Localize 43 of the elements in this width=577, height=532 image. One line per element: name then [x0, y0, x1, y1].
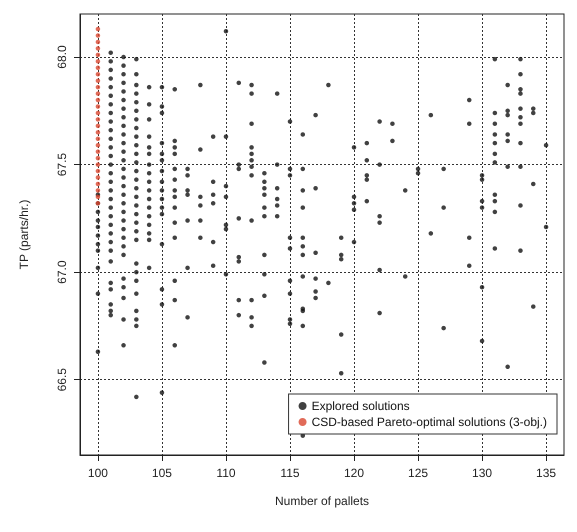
point [96, 175, 100, 180]
point [96, 52, 100, 58]
legend-label: Explored solutions [312, 399, 410, 413]
x-tick-label: 135 [536, 466, 556, 480]
point [96, 136, 100, 142]
point [96, 98, 100, 102]
x-tick-label: 100 [88, 466, 108, 480]
y-axis-title: TP (parts/hr.) [17, 200, 31, 270]
x-tick-label: 110 [216, 466, 236, 480]
x-tick-label: 105 [152, 466, 172, 480]
point [96, 182, 100, 186]
y-tick-label: 66.5 [55, 368, 69, 392]
point [96, 117, 100, 122]
point [96, 110, 100, 116]
point [96, 142, 100, 148]
point [96, 59, 100, 64]
point [96, 84, 100, 90]
x-tick-label: 120 [344, 466, 364, 480]
point [96, 124, 100, 128]
point [96, 188, 100, 193]
point [96, 33, 100, 38]
point [96, 72, 100, 76]
y-tick-label: 67.0 [55, 260, 69, 284]
x-tick-label: 115 [280, 466, 300, 480]
y-tick-label: 67.5 [55, 152, 69, 176]
point [96, 104, 100, 109]
x-tick-label: 130 [472, 466, 492, 480]
x-axis-title: Number of pallets [274, 494, 370, 508]
point [96, 78, 100, 83]
point [96, 26, 100, 32]
point [96, 91, 100, 96]
point [96, 194, 100, 200]
point [96, 168, 100, 174]
point [96, 46, 100, 51]
point [96, 162, 100, 167]
point [96, 149, 100, 154]
y-tick-label: 68.0 [55, 45, 69, 69]
legend-label: CSD-based Pareto-optimal solutions (3-obj.) [312, 415, 548, 429]
point [96, 66, 100, 70]
point [96, 156, 100, 160]
point [96, 40, 100, 44]
point [96, 130, 100, 135]
x-tick-label: 125 [408, 466, 428, 480]
